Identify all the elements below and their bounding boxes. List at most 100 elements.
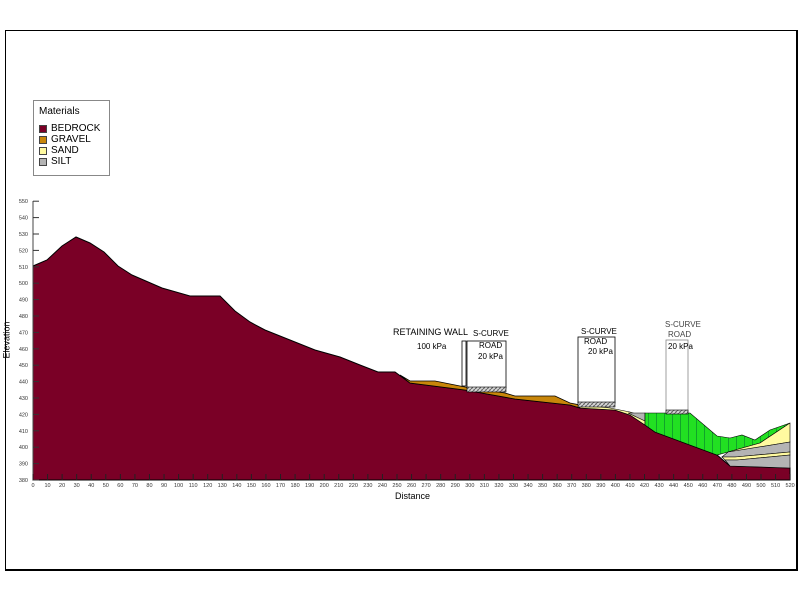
svg-text:40: 40 [88, 483, 94, 489]
legend-title: Materials [39, 106, 80, 117]
road-2-load: 20 kPa [588, 347, 613, 356]
svg-text:60: 60 [117, 483, 123, 489]
svg-text:430: 430 [654, 483, 663, 489]
y-axis: 380 390 400 410 420 430 440 450 460 470 480 490 500 5… [19, 199, 39, 484]
svg-text:420: 420 [640, 483, 649, 489]
svg-text:330: 330 [509, 483, 518, 489]
road-3-load: 20 kPa [668, 342, 693, 351]
svg-text:200: 200 [320, 483, 329, 489]
svg-text:170: 170 [276, 483, 285, 489]
svg-text:430: 430 [19, 396, 28, 402]
svg-text:270: 270 [422, 483, 431, 489]
svg-text:230: 230 [363, 483, 372, 489]
svg-text:220: 220 [349, 483, 358, 489]
svg-text:400: 400 [611, 483, 620, 489]
svg-text:500: 500 [19, 281, 28, 287]
svg-text:380: 380 [582, 483, 591, 489]
svg-text:320: 320 [494, 483, 503, 489]
svg-text:390: 390 [596, 483, 605, 489]
svg-text:450: 450 [19, 363, 28, 369]
legend-item-bedrock: BEDROCK [39, 123, 100, 134]
road-2-subtitle: ROAD [584, 337, 608, 346]
road-1-title: S-CURVE [473, 329, 509, 338]
silt-layer-right-2 [724, 454, 791, 469]
svg-text:480: 480 [727, 483, 736, 489]
y-axis-label: Elevation [1, 321, 12, 359]
svg-text:130: 130 [218, 483, 227, 489]
road-1-pavement [466, 386, 507, 393]
svg-text:150: 150 [247, 483, 256, 489]
road-3-title: S-CURVE [665, 320, 701, 329]
svg-text:420: 420 [19, 412, 28, 418]
road-1-load-box [466, 340, 507, 389]
svg-text:350: 350 [538, 483, 547, 489]
svg-text:470: 470 [713, 483, 722, 489]
road-2-title: S-CURVE [581, 327, 617, 336]
road-2-pavement [577, 401, 616, 408]
road-3-subtitle: ROAD [668, 330, 692, 339]
svg-text:340: 340 [523, 483, 532, 489]
legend-item-sand: SAND [39, 145, 79, 156]
retaining-wall-load [461, 340, 467, 387]
svg-text:190: 190 [305, 483, 314, 489]
retaining-wall-label: RETAINING WALL [393, 327, 469, 337]
svg-text:30: 30 [74, 483, 80, 489]
svg-text:460: 460 [698, 483, 707, 489]
x-axis: 0 10 20 30 40 50 60 70 80 90 100 110 120 130 140 150 160… [31, 474, 795, 489]
svg-text:520: 520 [19, 248, 28, 254]
svg-text:410: 410 [625, 483, 634, 489]
svg-text:80: 80 [146, 483, 152, 489]
svg-text:90: 90 [161, 483, 167, 489]
svg-text:360: 360 [553, 483, 562, 489]
svg-text:440: 440 [19, 380, 28, 386]
svg-text:510: 510 [771, 483, 780, 489]
svg-text:460: 460 [19, 347, 28, 353]
svg-text:10: 10 [44, 483, 50, 489]
svg-text:380: 380 [19, 478, 28, 484]
svg-text:530: 530 [19, 232, 28, 238]
svg-text:120: 120 [203, 483, 212, 489]
svg-text:500: 500 [756, 483, 765, 489]
svg-text:540: 540 [19, 216, 28, 222]
svg-text:20: 20 [59, 483, 65, 489]
svg-text:250: 250 [392, 483, 401, 489]
svg-text:260: 260 [407, 483, 416, 489]
svg-text:100: 100 [174, 483, 183, 489]
road-3-pavement [665, 409, 689, 415]
svg-text:110: 110 [189, 483, 198, 489]
svg-text:490: 490 [742, 483, 751, 489]
svg-text:480: 480 [19, 314, 28, 320]
svg-text:550: 550 [19, 199, 28, 205]
svg-text:470: 470 [19, 330, 28, 336]
svg-text:160: 160 [261, 483, 270, 489]
svg-text:50: 50 [103, 483, 109, 489]
svg-text:0: 0 [31, 483, 34, 489]
svg-text:400: 400 [19, 445, 28, 451]
svg-text:210: 210 [334, 483, 343, 489]
svg-text:300: 300 [465, 483, 474, 489]
svg-text:310: 310 [480, 483, 489, 489]
road-2-load-box [577, 336, 616, 404]
svg-text:510: 510 [19, 265, 28, 271]
legend-item-gravel: GRAVEL [39, 134, 91, 145]
svg-text:450: 450 [684, 483, 693, 489]
svg-text:520: 520 [786, 483, 795, 489]
svg-text:290: 290 [451, 483, 460, 489]
svg-text:370: 370 [567, 483, 576, 489]
svg-text:490: 490 [19, 298, 28, 304]
materials-legend: Materials BEDROCK GRAVEL SAND SILT [33, 100, 110, 176]
legend-item-silt: SILT [39, 156, 71, 167]
road-1-subtitle: ROAD [479, 341, 503, 350]
road-1-load: 20 kPa [478, 352, 503, 361]
retaining-wall-load-label: 100 kPa [417, 342, 447, 351]
x-axis-label: Distance [395, 491, 431, 501]
svg-text:410: 410 [19, 429, 28, 435]
svg-text:240: 240 [378, 483, 387, 489]
svg-text:440: 440 [669, 483, 678, 489]
svg-text:70: 70 [132, 483, 138, 489]
svg-text:140: 140 [232, 483, 241, 489]
svg-text:390: 390 [19, 462, 28, 468]
svg-text:280: 280 [436, 483, 445, 489]
plot-frame [5, 30, 798, 571]
